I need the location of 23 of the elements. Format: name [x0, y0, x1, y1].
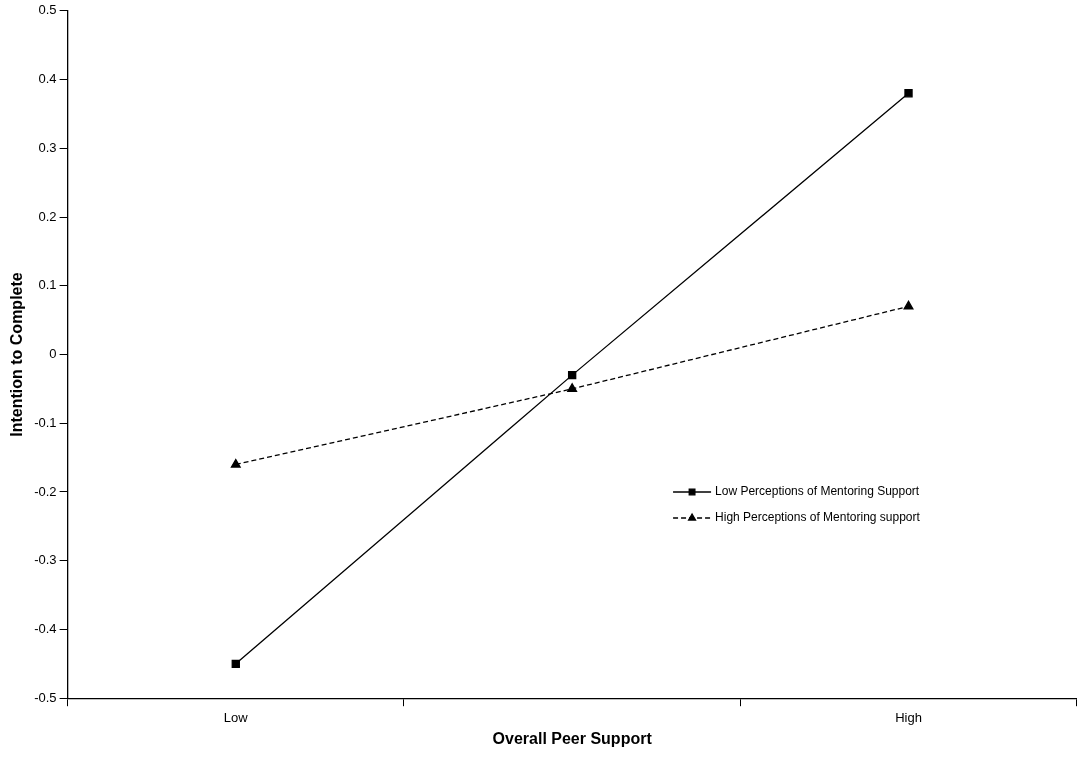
y-tick-label: 0.3 — [38, 139, 57, 155]
legend-label: High Perceptions of Mentoring support — [715, 510, 921, 525]
x-axis-title: Overall Peer Support — [492, 729, 653, 747]
y-tick-label: -0.1 — [34, 414, 57, 430]
y-tick-label: 0.2 — [38, 208, 57, 224]
y-tick-label: 0.5 — [38, 2, 57, 18]
x-tick-label: Low — [223, 709, 249, 725]
y-tick-label: 0.4 — [38, 71, 57, 87]
y-tick-label: -0.2 — [34, 483, 57, 499]
y-tick-label: 0 — [49, 346, 57, 362]
point — [903, 300, 914, 310]
y-tick-label: -0.4 — [34, 621, 57, 637]
point — [904, 89, 913, 98]
point — [230, 458, 241, 468]
y-tick-label: -0.3 — [34, 552, 57, 568]
x-tick-label: High — [895, 709, 922, 725]
point — [567, 383, 578, 393]
point — [231, 659, 240, 669]
y-tick-label: 0.1 — [38, 277, 57, 293]
y-tick-label: -0.5 — [34, 689, 57, 705]
y-axis-title: Intention to Complete — [8, 272, 26, 437]
legend-label: Low Perceptions of Mentoring Support — [715, 484, 920, 499]
point — [567, 370, 577, 380]
